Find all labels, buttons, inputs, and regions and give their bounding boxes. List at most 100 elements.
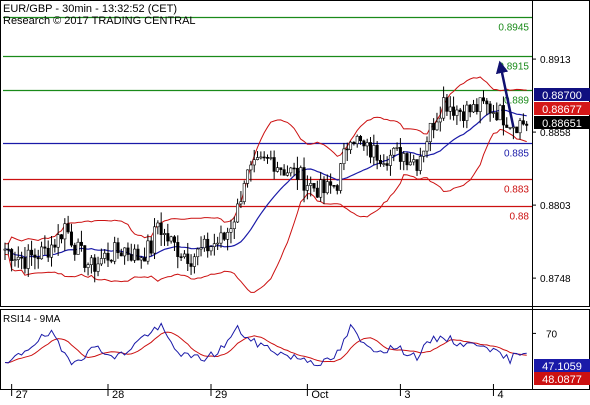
candle-body-151	[505, 124, 509, 128]
candle-body-139	[465, 104, 469, 121]
candle-body-10	[36, 257, 40, 260]
candle-body-116	[388, 154, 392, 166]
price-tag-label-0: 0.88700	[542, 90, 582, 102]
rsi-tag-label-1: 48.0877	[542, 374, 582, 386]
candle-body-84	[282, 169, 286, 176]
candle-body-16	[56, 234, 60, 248]
candle-body-108	[362, 140, 366, 147]
candle-body-57	[192, 256, 196, 267]
candle-body-27	[93, 257, 97, 272]
candle-body-148	[495, 112, 499, 121]
x-tick-label-2: 29	[215, 389, 227, 400]
candle-body-55	[186, 253, 190, 264]
candle-body-128	[428, 122, 432, 143]
candle-body-33	[113, 242, 117, 262]
candle-body-94	[315, 187, 319, 198]
axis-labels: 0.88700 0.88677 0.88651 0.8913 0.8858 0.8803 0…	[11, 55, 590, 401]
bollinger-lower-line	[4, 128, 527, 293]
candle-body-76	[256, 157, 260, 160]
candle-body-65	[219, 232, 223, 244]
candle-body-86	[289, 167, 293, 174]
candle-body-68	[229, 228, 233, 233]
price-tag-label-2: 0.88651	[542, 118, 582, 130]
candle-body-97	[325, 181, 329, 194]
candle-body-1	[6, 248, 10, 251]
x-tick-label-3: Oct	[311, 389, 328, 400]
candle-body-54	[182, 253, 186, 258]
candle-body-88	[295, 167, 299, 180]
price-tag-box-2	[534, 116, 590, 129]
candle-body-107	[359, 136, 363, 142]
candle-body-7	[26, 249, 30, 269]
candle-body-17	[59, 234, 63, 240]
level-label-5: 0.88	[510, 212, 530, 223]
candles	[3, 86, 529, 283]
candle-body-67	[226, 231, 230, 240]
candle-body-18	[63, 223, 67, 240]
candle-body-28	[96, 263, 100, 272]
candle-body-43	[146, 240, 150, 262]
candle-body-111	[372, 145, 376, 158]
candle-body-40	[136, 248, 140, 261]
candle-body-115	[385, 163, 389, 166]
candle-body-118	[395, 147, 399, 149]
candle-body-106	[355, 136, 359, 145]
candle-body-75	[252, 159, 256, 166]
candle-body-61	[206, 238, 210, 252]
level-label-0: 0.8945	[498, 23, 529, 34]
candle-body-98	[329, 181, 333, 186]
candle-body-36	[123, 247, 127, 257]
candle-body-71	[239, 201, 243, 205]
candle-body-29	[99, 258, 103, 265]
candle-body-142	[475, 104, 479, 112]
candle-body-130	[435, 121, 439, 131]
candle-body-50	[169, 236, 173, 242]
candle-body-113	[378, 160, 382, 165]
candle-body-46	[156, 222, 160, 228]
candle-body-129	[432, 122, 436, 131]
candle-body-74	[249, 164, 253, 171]
candle-body-124	[415, 159, 419, 171]
candle-body-12	[43, 246, 47, 249]
rsi-tag-box-1	[534, 372, 590, 385]
candle-body-72	[242, 183, 246, 202]
candle-body-117	[392, 148, 396, 156]
candle-body-45	[153, 226, 157, 254]
projection-arrow-group	[495, 60, 515, 128]
candle-body-82	[275, 167, 279, 172]
candle-body-11	[40, 246, 44, 260]
candle-body-62	[209, 246, 213, 252]
candle-body-80	[269, 157, 273, 159]
candle-body-156	[521, 120, 525, 125]
candle-body-51	[172, 236, 176, 243]
candle-body-25	[86, 264, 90, 268]
candle-body-32	[109, 259, 113, 262]
level-label-3: 0.885	[504, 149, 529, 160]
candle-body-90	[302, 167, 306, 191]
level-label-1: 0.8915	[498, 62, 529, 73]
candle-body-110	[369, 142, 373, 158]
candle-body-155	[518, 120, 522, 134]
candle-body-105	[352, 141, 356, 145]
candle-body-24	[83, 245, 87, 268]
candle-body-131	[438, 117, 442, 123]
candle-body-41	[139, 257, 143, 261]
candle-body-19	[66, 223, 70, 233]
price-tag-label-1: 0.88677	[542, 104, 582, 116]
candle-body-133	[445, 97, 449, 112]
rsi-line	[4, 322, 527, 367]
candle-body-146	[488, 103, 492, 114]
candle-body-22	[76, 241, 80, 255]
candle-body-112	[375, 145, 379, 161]
x-tick-label-5: 4	[497, 389, 503, 400]
candle-body-87	[292, 167, 296, 170]
candle-body-91	[305, 185, 309, 191]
candle-body-145	[485, 100, 489, 105]
moving-average-line	[4, 109, 527, 259]
candle-body-138	[462, 111, 466, 121]
candle-body-5	[20, 256, 24, 259]
candle-body-69	[232, 221, 236, 230]
